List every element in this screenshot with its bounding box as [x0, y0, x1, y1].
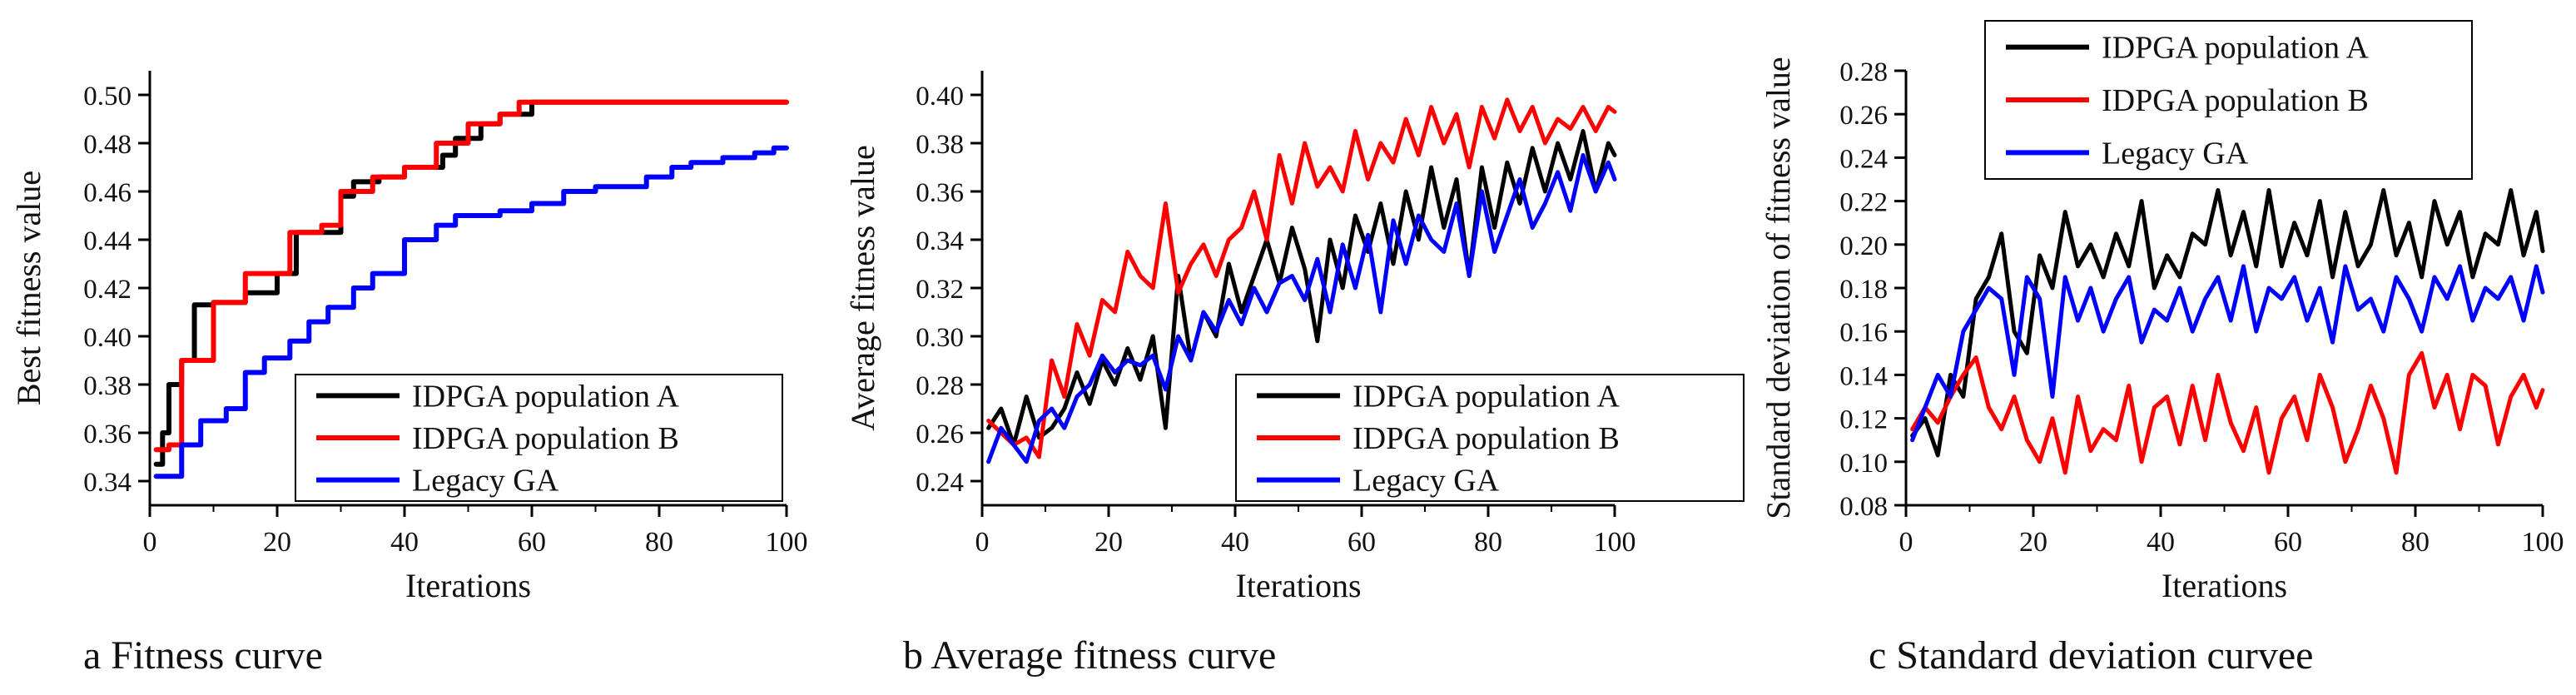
y-tick-label: 0.22: [1839, 188, 1888, 218]
series-line-idpga-population-b: [1910, 350, 2545, 475]
x-tick-label: 100: [1594, 527, 1636, 558]
y-tick-label: 0.28: [916, 371, 964, 401]
legend-label: IDPGA population A: [2102, 31, 2369, 66]
y-tick-label: 0.14: [1839, 361, 1888, 391]
x-tick-label: 40: [390, 527, 419, 558]
y-tick-label: 0.36: [916, 178, 964, 208]
y-tick-label: 0.08: [1839, 492, 1888, 522]
y-tick-label: 0.32: [916, 275, 964, 305]
x-tick-label: 60: [1348, 527, 1376, 558]
y-tick-label: 0.30: [916, 323, 964, 353]
caption-a: a Fitness curve: [83, 633, 323, 678]
y-tick-label: 0.48: [83, 130, 132, 160]
series-line-legacy-ga: [986, 153, 1617, 464]
series-line-idpga-population-b: [153, 99, 789, 453]
series-line-legacy-ga: [153, 145, 789, 479]
x-tick-label: 100: [2522, 527, 2564, 558]
legend-label: Legacy GA: [412, 464, 559, 499]
y-tick-label: 0.40: [916, 82, 964, 112]
y-tick-label: 0.16: [1839, 318, 1888, 348]
legend: IDPGA population A IDPGA population B Lega…: [295, 374, 783, 502]
chart-1: 0 20 40 60 80 100 0.34 0.36 0.38 0.40 0.42 0.44 0.46…: [10, 71, 808, 604]
x-tick-label: 0: [975, 527, 990, 558]
x-tick-label: 80: [1474, 527, 1502, 558]
x-tick-label: 100: [766, 527, 808, 558]
x-tick-label: 60: [518, 527, 546, 558]
series-line-idpga-population-b: [986, 97, 1617, 459]
x-axis-label: Iterations: [405, 567, 531, 604]
y-tick-label: 0.10: [1839, 449, 1888, 479]
caption-b: b Average fitness curve: [903, 633, 1277, 678]
chart-3: 0 20 40 60 80 100 0.08 0.10 0.12 0.14 0.16 0.18 0.20…: [1760, 20, 2564, 604]
x-tick-label: 80: [2401, 527, 2430, 558]
y-tick-label: 0.44: [83, 226, 132, 256]
legend-label: IDPGA population A: [1353, 379, 1620, 414]
y-tick-label: 0.40: [83, 323, 132, 353]
y-tick-label: 0.34: [83, 468, 132, 498]
legend-label: Legacy GA: [1353, 464, 1500, 499]
legend: IDPGA population A IDPGA population B Lega…: [1984, 20, 2473, 180]
y-tick-label: 0.26: [1839, 101, 1888, 131]
y-tick-label: 0.24: [916, 468, 964, 498]
y-axis-label: Standard deviation of fitness value: [1760, 57, 1797, 519]
y-tick-label: 0.50: [83, 82, 132, 112]
y-tick-label: 0.20: [1839, 231, 1888, 261]
y-tick-label: 0.38: [83, 371, 132, 401]
x-tick-label: 60: [2274, 527, 2302, 558]
y-tick-label: 0.34: [916, 226, 964, 256]
y-tick-label: 0.42: [83, 275, 132, 305]
legend-label: IDPGA population B: [2102, 83, 2369, 118]
x-axis-label: Iterations: [2162, 567, 2287, 604]
series-line-legacy-ga: [1910, 264, 2545, 443]
x-axis-label: Iterations: [1235, 567, 1361, 604]
legend-label: Legacy GA: [2102, 136, 2249, 171]
y-tick-label: 0.38: [916, 130, 964, 160]
y-tick-label: 0.36: [83, 419, 132, 449]
legend-label: IDPGA population A: [412, 379, 679, 414]
legend-label: IDPGA population B: [412, 421, 679, 456]
y-tick-label: 0.24: [1839, 144, 1888, 174]
x-tick-label: 40: [1221, 527, 1249, 558]
y-axis-label: Best fitness value: [10, 171, 47, 405]
x-tick-label: 0: [143, 527, 157, 558]
y-tick-label: 0.28: [1839, 57, 1888, 87]
x-tick-label: 40: [2147, 527, 2175, 558]
y-tick-label: 0.18: [1839, 275, 1888, 305]
legend: IDPGA population A IDPGA population B Lega…: [1235, 374, 1745, 502]
y-axis-label: Average fitness value: [844, 145, 881, 431]
legend-label: IDPGA population B: [1353, 421, 1620, 456]
x-tick-label: 80: [645, 527, 673, 558]
x-tick-label: 0: [1899, 527, 1913, 558]
chart-2: 0 20 40 60 80 100 0.24 0.26 0.28 0.30 0.32 0.34 0.36…: [844, 71, 1745, 604]
y-tick-label: 0.26: [916, 419, 964, 449]
x-tick-label: 20: [2019, 527, 2047, 558]
y-tick-label: 0.46: [83, 178, 132, 208]
caption-c: c Standard deviation curvee: [1869, 633, 2314, 678]
x-tick-label: 20: [1094, 527, 1123, 558]
y-tick-label: 0.12: [1839, 405, 1888, 435]
x-tick-label: 20: [263, 527, 291, 558]
